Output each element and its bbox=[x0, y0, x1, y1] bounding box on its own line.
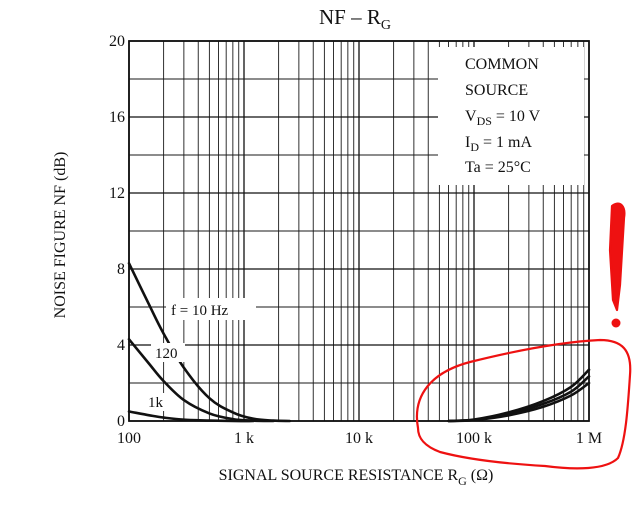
x-tick-label: 100 k bbox=[456, 430, 492, 447]
markup-exclamation-dot bbox=[611, 318, 621, 328]
label-bg-1k bbox=[145, 393, 170, 411]
y-tick-label: 4 bbox=[117, 337, 125, 354]
condition-ta: Ta = 25°C bbox=[465, 159, 531, 176]
x-tick-label: 100 bbox=[117, 430, 141, 447]
condition-id: ID = 1 mA bbox=[465, 134, 532, 154]
y-axis-label: NOISE FIGURE NF (dB) bbox=[52, 152, 69, 319]
plot-frame bbox=[128, 40, 590, 422]
conditions-background bbox=[438, 47, 584, 185]
curve-label-10hz: f = 10 Hz bbox=[171, 303, 229, 319]
x-tick-label: 10 k bbox=[345, 430, 373, 447]
conditions-box: COMMON SOURCE VDS = 10 V ID = 1 mA Ta = … bbox=[438, 47, 584, 185]
x-axis-label: SIGNAL SOURCE RESISTANCE RG (Ω) bbox=[219, 467, 494, 488]
x-tick-label: 1 k bbox=[234, 430, 254, 447]
label-bg-120 bbox=[151, 343, 185, 362]
curve-label-1k: 1k bbox=[148, 395, 164, 411]
series-line-5 bbox=[447, 381, 591, 423]
label-bg-10hz bbox=[166, 298, 256, 320]
y-tick-label: 0 bbox=[117, 413, 125, 430]
tick-labels: 0 4 8 12 16 20 100 1 k 10 k 100 k 1 M bbox=[109, 33, 602, 447]
y-tick-label: 20 bbox=[109, 33, 125, 50]
curve-label-120: 120 bbox=[155, 346, 178, 362]
condition-source: SOURCE bbox=[465, 82, 528, 99]
condition-common: COMMON bbox=[465, 56, 539, 73]
y-tick-label: 8 bbox=[117, 261, 125, 278]
chart-title: NF – RG bbox=[319, 5, 391, 33]
markup-ellipse bbox=[415, 338, 632, 470]
markup-exclamation bbox=[608, 202, 626, 312]
series-line-2 bbox=[127, 410, 255, 423]
y-tick-label: 12 bbox=[109, 185, 125, 202]
curves bbox=[127, 262, 591, 423]
red-markup bbox=[415, 202, 632, 470]
y-tick-label: 16 bbox=[109, 109, 125, 126]
x-tick-label: 1 M bbox=[576, 430, 602, 447]
curve-labels: f = 10 Hz 120 1k bbox=[145, 298, 256, 411]
